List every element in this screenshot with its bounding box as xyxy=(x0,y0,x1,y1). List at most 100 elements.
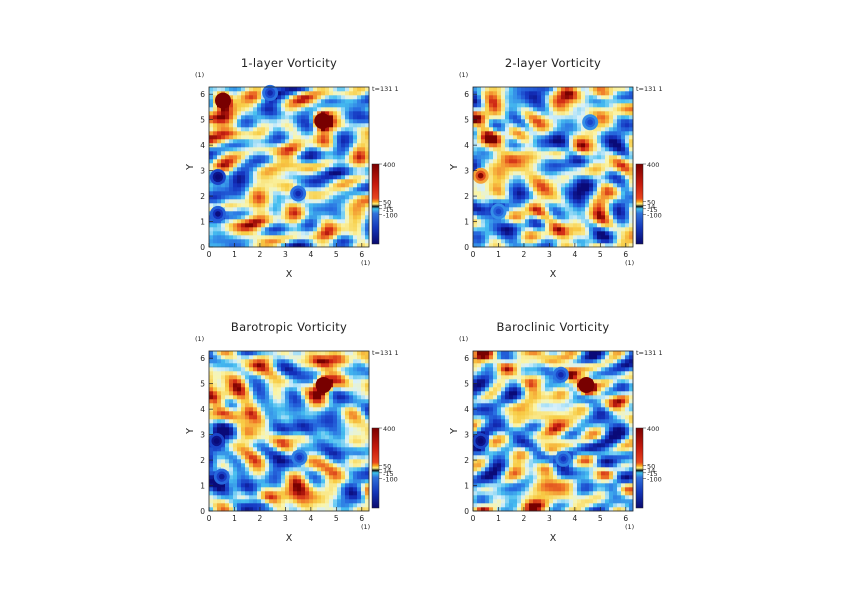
heatmap-cell xyxy=(625,179,630,184)
heatmap-cell xyxy=(301,387,306,392)
heatmap-cell xyxy=(605,231,610,236)
heatmap-cell xyxy=(281,407,286,412)
heatmap-cell xyxy=(597,91,602,96)
heatmap-cell xyxy=(473,495,478,500)
heatmap-cell xyxy=(277,123,282,128)
heatmap-cell xyxy=(273,395,278,400)
heatmap-cell xyxy=(249,367,254,372)
heatmap-cell xyxy=(285,507,290,512)
heatmap-cell xyxy=(517,227,522,232)
heatmap-cell xyxy=(265,211,270,216)
heatmap-cell xyxy=(501,87,506,92)
heatmap-cell xyxy=(537,231,542,236)
heatmap-cell xyxy=(313,183,318,188)
heatmap-cell xyxy=(325,107,330,112)
heatmap-cell xyxy=(509,239,514,244)
heatmap-cell xyxy=(209,455,214,460)
heatmap-cell xyxy=(245,239,250,244)
heatmap-cell xyxy=(561,99,566,104)
heatmap-cell xyxy=(321,411,326,416)
heatmap-cell xyxy=(229,443,234,448)
heatmap-cell xyxy=(353,443,358,448)
heatmap-cell xyxy=(525,235,530,240)
heatmap-cell xyxy=(497,123,502,128)
time-label: t=131 1 xyxy=(372,349,399,357)
heatmap-cell xyxy=(513,211,518,216)
heatmap-cell xyxy=(361,415,366,420)
heatmap-cell xyxy=(229,215,234,220)
heatmap-cell xyxy=(317,139,322,144)
heatmap-cell xyxy=(545,207,550,212)
heatmap-cell xyxy=(605,115,610,120)
heatmap-cell xyxy=(305,415,310,420)
heatmap-cell xyxy=(241,207,246,212)
heatmap-cell xyxy=(501,191,506,196)
heatmap-cell xyxy=(541,215,546,220)
heatmap-cell xyxy=(241,171,246,176)
heatmap-cell xyxy=(341,187,346,192)
heatmap-cell xyxy=(521,107,526,112)
heatmap-cell xyxy=(485,107,490,112)
heatmap-cell xyxy=(353,235,358,240)
heatmap-cell xyxy=(293,367,298,372)
heatmap-cell xyxy=(249,159,254,164)
heatmap-cell xyxy=(505,99,510,104)
heatmap-cell xyxy=(229,435,234,440)
heatmap-cell xyxy=(249,243,254,248)
colorbar-tick-label: 400 xyxy=(647,161,659,169)
y-tick-label: 6 xyxy=(200,354,205,363)
heatmap-cell xyxy=(245,175,250,180)
heatmap-cell xyxy=(321,187,326,192)
heatmap-cell xyxy=(321,351,326,356)
heatmap-cell xyxy=(221,119,226,124)
heatmap-cell xyxy=(533,203,538,208)
heatmap-cell xyxy=(321,499,326,504)
heatmap-cell xyxy=(493,219,498,224)
heatmap-cell xyxy=(557,175,562,180)
heatmap-cell xyxy=(505,227,510,232)
heatmap-cell xyxy=(249,207,254,212)
heatmap-cell xyxy=(285,139,290,144)
heatmap-cell xyxy=(601,87,606,92)
heatmap-cell xyxy=(537,223,542,228)
heatmap-cell xyxy=(553,199,558,204)
heatmap-cell xyxy=(577,155,582,160)
heatmap-cell xyxy=(225,123,230,128)
heatmap-cell xyxy=(217,411,222,416)
heatmap-cell xyxy=(333,151,338,156)
heatmap-cell xyxy=(573,159,578,164)
heatmap-cell xyxy=(321,231,326,236)
heatmap-cell xyxy=(341,95,346,100)
heatmap-cell xyxy=(561,195,566,200)
heatmap-cell xyxy=(329,391,334,396)
heatmap-cell xyxy=(361,223,366,228)
heatmap-cell xyxy=(361,167,366,172)
heatmap-cell xyxy=(345,95,350,100)
heatmap-cell xyxy=(617,139,622,144)
heatmap-cell xyxy=(357,475,362,480)
heatmap-cell xyxy=(545,111,550,116)
heatmap-cell xyxy=(489,119,494,124)
heatmap-cell xyxy=(505,123,510,128)
heatmap-cell xyxy=(261,475,266,480)
heatmap-cell xyxy=(605,203,610,208)
heatmap-cell xyxy=(261,239,266,244)
heatmap-cell xyxy=(209,363,214,368)
heatmap-cell xyxy=(549,107,554,112)
heatmap-cell xyxy=(277,243,282,248)
heatmap-cell xyxy=(253,95,258,100)
heatmap-cell xyxy=(569,139,574,144)
heatmap-cell xyxy=(577,203,582,208)
heatmap-cell xyxy=(249,191,254,196)
heatmap-cell xyxy=(225,427,230,432)
heatmap-cell xyxy=(289,115,294,120)
heatmap-cell xyxy=(505,199,510,204)
heatmap-cell xyxy=(473,223,478,228)
heatmap-cell xyxy=(317,195,322,200)
heatmap-cell xyxy=(345,175,350,180)
heatmap-cell xyxy=(605,155,610,160)
heatmap-cell xyxy=(353,479,358,484)
heatmap-cell xyxy=(329,199,334,204)
heatmap-cell xyxy=(229,495,234,500)
heatmap-cell xyxy=(517,163,522,168)
